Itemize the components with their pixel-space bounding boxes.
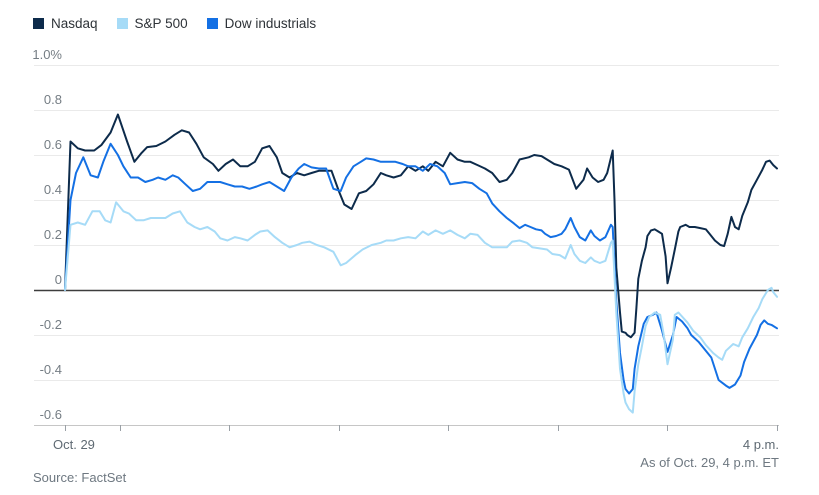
y-axis-label: 1.0% [32,47,62,62]
nasdaq-swatch-icon [33,18,44,29]
as-of-note: As of Oct. 29, 4 p.m. ET [640,455,779,470]
y-axis-label: 0.6 [43,137,62,152]
chart-legend: Nasdaq S&P 500 Dow industrials [33,16,316,31]
source-note: Source: FactSet [33,470,127,485]
series-line-s-p-500 [64,201,778,414]
legend-item-dow: Dow industrials [206,16,317,31]
x-axis-label-start: Oct. 29 [53,437,95,452]
x-axis-label-end: 4 p.m. [742,437,779,452]
legend-label-sp500: S&P 500 [134,16,188,31]
legend-item-sp500: S&P 500 [116,16,188,31]
legend-label-nasdaq: Nasdaq [51,16,98,31]
y-axis-label: 0.8 [43,92,62,107]
series-line-nasdaq [64,113,778,339]
y-axis-label: 0 [54,272,62,287]
y-axis-label: 0.4 [43,182,62,197]
legend-label-dow: Dow industrials [224,16,317,31]
y-axis-label: -0.2 [39,317,62,332]
dow-swatch-icon [206,18,218,29]
y-axis-label: 0.2 [43,227,62,242]
y-axis-label: -0.6 [39,407,62,422]
legend-item-nasdaq: Nasdaq [33,16,98,31]
y-axis-label: -0.4 [39,362,62,377]
sp500-swatch-icon [116,18,128,29]
